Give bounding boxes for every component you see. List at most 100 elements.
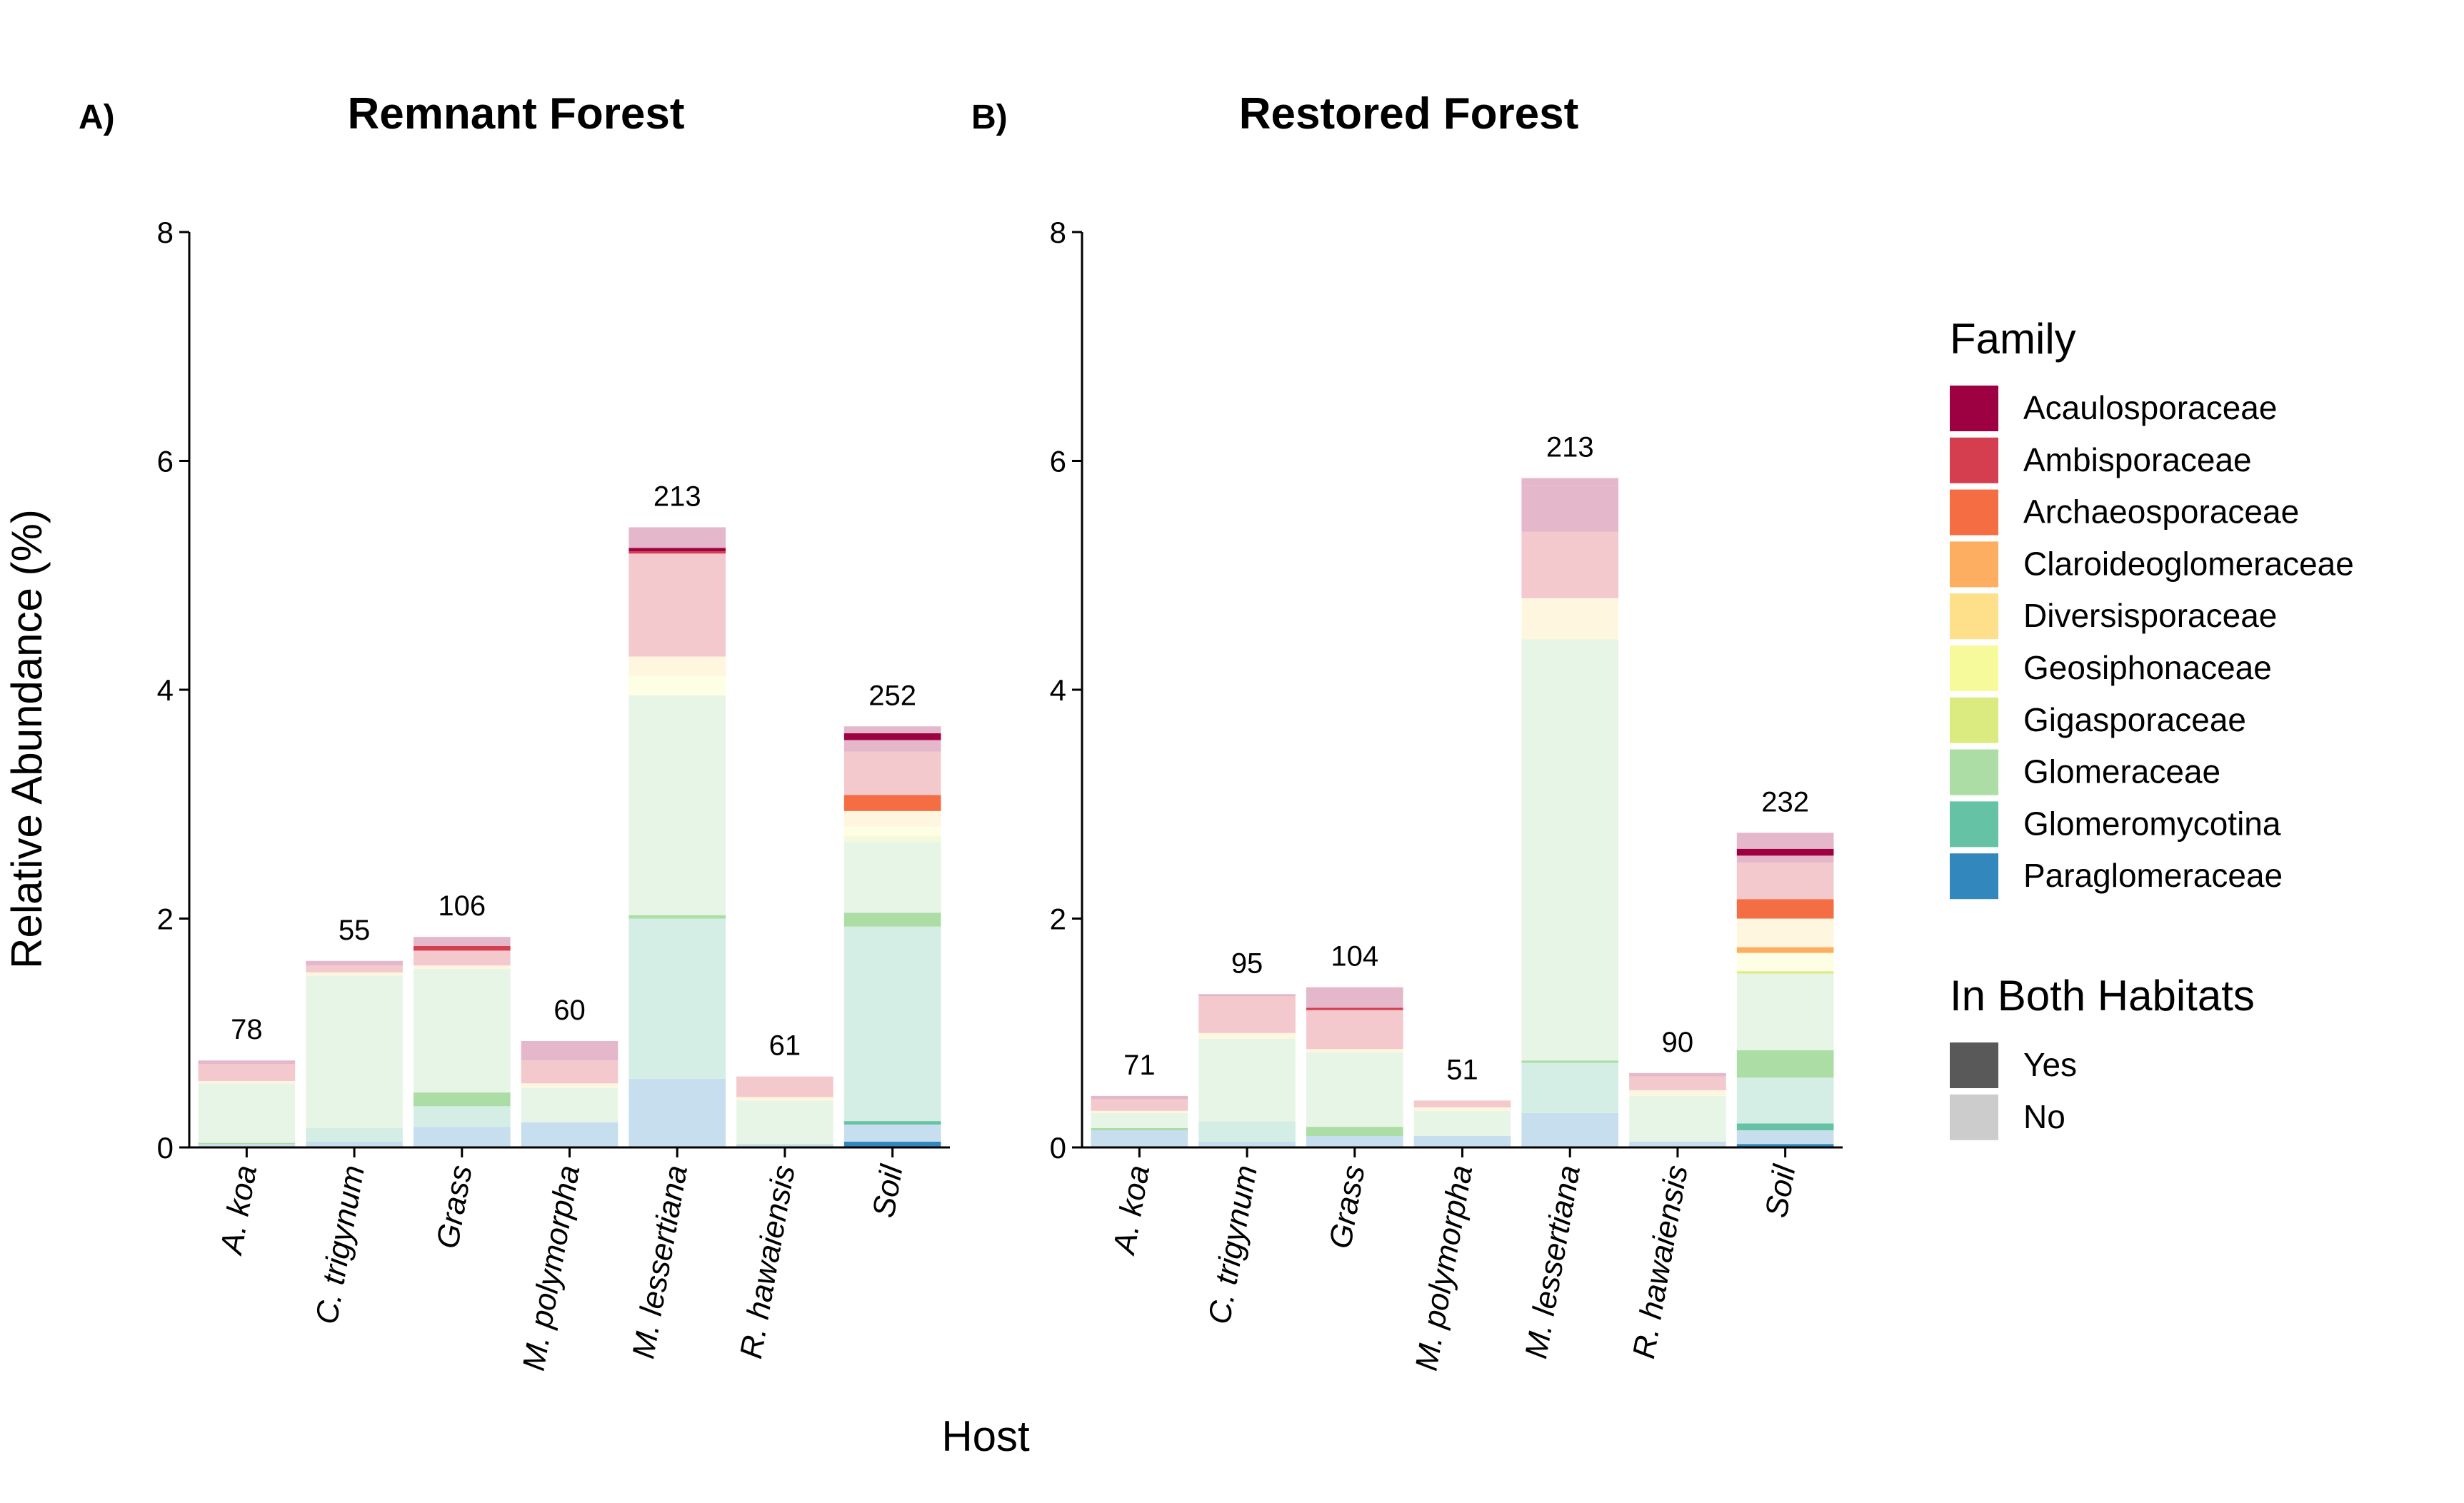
bar-segment — [1198, 1038, 1296, 1122]
bar-stack — [413, 937, 511, 1147]
bar-segment — [628, 695, 726, 915]
bar-segment — [736, 1144, 833, 1147]
bar-segment — [1413, 1107, 1511, 1111]
x-tick-label: C. trigynum — [309, 1162, 371, 1327]
x-tick-label: M. polymorpha — [516, 1162, 587, 1373]
bar-segment — [1629, 1141, 1726, 1147]
x-tick-label: Soil — [1758, 1162, 1802, 1220]
bar-segment — [413, 969, 511, 1093]
panel-tag: A) — [79, 99, 115, 136]
bar-stack — [1736, 833, 1834, 1147]
bar-segment — [1736, 947, 1834, 953]
legend-item-label: Geosiphonaceae — [2023, 649, 2272, 686]
bar-segment — [1521, 1060, 1619, 1063]
bar-segment — [1736, 899, 1834, 919]
bar-segment — [628, 1078, 726, 1147]
bar-segment — [1091, 1099, 1188, 1111]
bar-segment — [521, 1040, 618, 1061]
bar-segment — [628, 675, 726, 696]
bar-segment — [521, 1122, 618, 1147]
panel-remnant: A) Remnant Forest 0 2 4 6 8 78 A. koa 55 C. trigyn… — [79, 89, 950, 1373]
bar-segment — [306, 1141, 403, 1147]
y-tick-label: 0 — [1050, 1131, 1066, 1165]
bar-segment — [1091, 1095, 1188, 1100]
bar-segment — [306, 1127, 403, 1142]
bar-segment — [1198, 1121, 1296, 1142]
bar-segment — [521, 1083, 618, 1088]
y-tick-label: 2 — [157, 903, 174, 936]
bar-segment — [1306, 1052, 1403, 1127]
legend-swatch — [1950, 386, 1998, 431]
y-axis-title: Relative Abundance (%) — [3, 509, 51, 969]
bar-segment — [1091, 1112, 1188, 1128]
y-tick-label: 2 — [1050, 903, 1066, 936]
bar-segment — [1629, 1090, 1726, 1096]
bar-segment — [1736, 1077, 1834, 1124]
bar-segment — [843, 740, 941, 752]
bar-segment — [1521, 1062, 1619, 1113]
bar-segment — [1306, 1049, 1403, 1052]
bar-segment — [1521, 486, 1619, 532]
bar-count-label: 90 — [1662, 1027, 1694, 1058]
bar-count-label: 213 — [653, 481, 701, 512]
bar-segment — [843, 1124, 941, 1142]
bar-segment — [843, 842, 941, 913]
bar-segment — [413, 950, 511, 966]
legend-swatch — [1950, 697, 1998, 743]
bar-segment — [1521, 639, 1619, 1061]
legend-habitat-title: In Both Habitats — [1950, 972, 2255, 1020]
bar-segment — [1736, 1144, 1834, 1147]
bar-segment — [843, 827, 941, 837]
bar-segment — [843, 1141, 941, 1147]
bar-segment — [1736, 848, 1834, 856]
bar-segment — [1198, 1032, 1296, 1039]
y-tick-label: 6 — [157, 445, 174, 478]
bar-segment — [1306, 987, 1403, 1008]
bar-stack — [1306, 987, 1403, 1147]
bar-segment — [413, 1092, 511, 1107]
x-tick-label: R. hawaiensis — [1626, 1162, 1695, 1361]
bar-segment — [1736, 862, 1834, 900]
legend-swatch — [1950, 1042, 1998, 1088]
x-tick-label: Grass — [430, 1162, 479, 1251]
legend-item-label: No — [2023, 1098, 2065, 1135]
x-tick-label: R. hawaiensis — [733, 1162, 802, 1361]
bar-segment — [628, 553, 726, 657]
bar-segment — [1736, 918, 1834, 947]
x-tick-label: Soil — [866, 1162, 909, 1220]
bar-segment — [736, 1076, 833, 1097]
bar-stack — [306, 960, 403, 1147]
x-tick-label: M. lessertiana — [626, 1162, 694, 1361]
bar-count-label: 55 — [339, 915, 371, 946]
bar-segment — [628, 548, 726, 552]
bar-segment — [1736, 1123, 1834, 1130]
bar-segment — [1736, 973, 1834, 1050]
bar-segment — [198, 1060, 296, 1065]
bar-segment — [1521, 531, 1619, 598]
bar-segment — [413, 1106, 511, 1127]
legend-swatch — [1950, 489, 1998, 536]
bar-segment — [1091, 1127, 1188, 1130]
bar-segment — [843, 926, 941, 1122]
bar-segment — [1413, 1100, 1511, 1107]
legend-item-label: Claroideoglomeraceae — [2023, 545, 2354, 582]
bar-segment — [306, 975, 403, 1128]
bar-stack — [843, 726, 941, 1147]
bar-segment — [306, 960, 403, 966]
bar-segment — [1198, 996, 1296, 1033]
y-tick-label: 6 — [1050, 445, 1066, 478]
bar-segment — [628, 551, 726, 554]
bar-segment — [413, 1127, 511, 1147]
panel-title: Restored Forest — [1239, 89, 1578, 139]
bar-segment — [521, 1060, 618, 1084]
bar-segment — [1198, 1141, 1296, 1147]
bar-segment — [413, 937, 511, 946]
legend-item-label: Ambisporaceae — [2023, 441, 2252, 478]
bar-segment — [1736, 833, 1834, 849]
bar-segment — [736, 1100, 833, 1145]
x-tick-label: M. polymorpha — [1409, 1162, 1480, 1373]
bar-stack — [521, 1040, 618, 1147]
bar-segment — [1198, 994, 1296, 997]
